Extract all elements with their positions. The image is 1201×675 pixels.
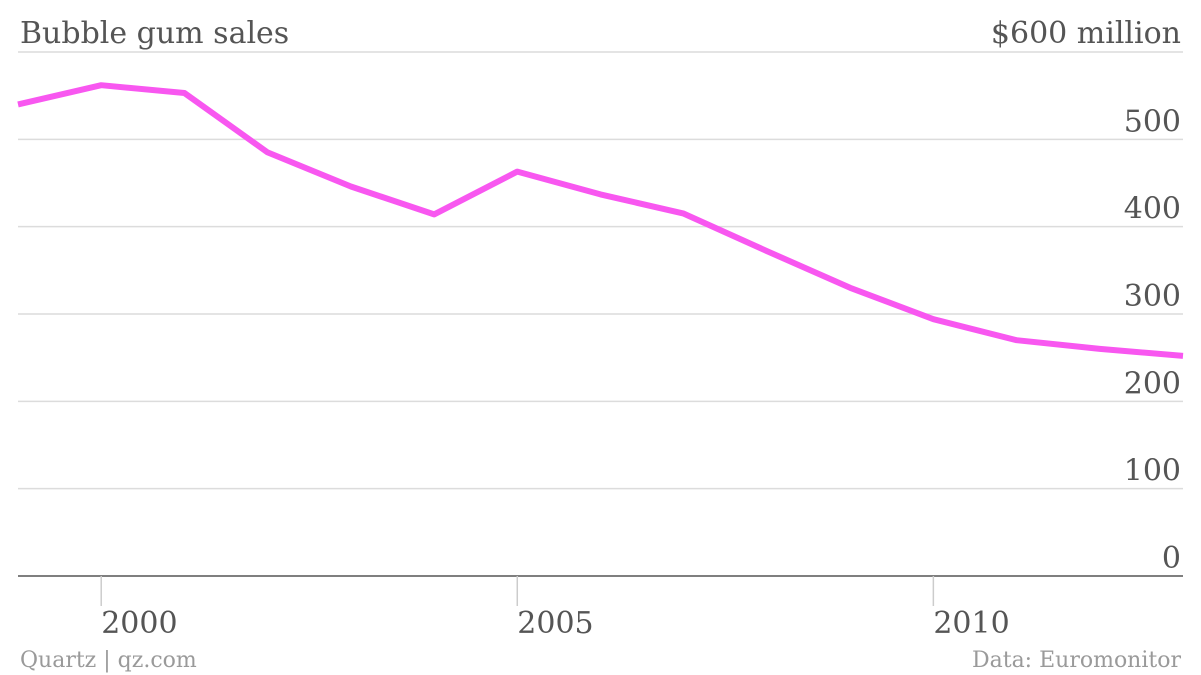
gridlines (18, 51, 1183, 490)
footer-source: Data: Euromonitor (972, 648, 1182, 673)
y-tick-label: 500 (1124, 104, 1181, 139)
x-ticks: 2000 2005 2010 (100, 576, 1010, 641)
x-tick-label: 2000 (101, 606, 177, 641)
y-tick-label: 400 (1124, 192, 1181, 227)
footer-credit: Quartz | qz.com (20, 648, 197, 673)
chart-title: Bubble gum sales (20, 16, 289, 51)
series-line (17, 82, 1184, 359)
y-tick-label: 0 (1162, 541, 1181, 576)
y-tick-label: 200 (1124, 366, 1181, 401)
y-axis-unit-label: $600 million (991, 16, 1181, 51)
x-tick-label: 2005 (517, 606, 593, 641)
series-layer (17, 82, 1184, 359)
y-tick-label: 300 (1124, 279, 1181, 314)
y-tick-label: 100 (1124, 454, 1181, 489)
x-tick-label: 2010 (933, 606, 1009, 641)
y-tick-labels: 0 100 200 300 400 500 $600 million (991, 16, 1181, 576)
